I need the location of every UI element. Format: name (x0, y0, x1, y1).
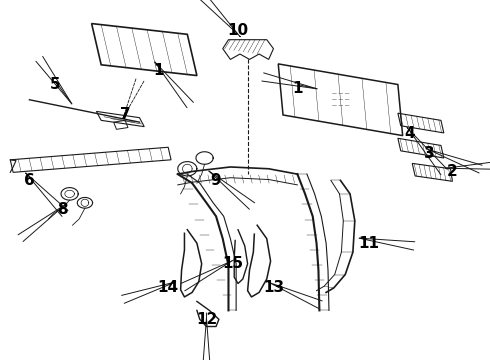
Text: 12: 12 (196, 312, 217, 327)
Text: 8: 8 (58, 202, 68, 217)
Text: 10: 10 (227, 23, 248, 38)
Text: 1: 1 (153, 63, 164, 78)
Text: 6: 6 (24, 173, 35, 188)
Text: 15: 15 (222, 256, 244, 271)
Text: 11: 11 (359, 236, 380, 251)
Text: — — —
— — —
— — —: — — — — — — — — — (332, 91, 349, 108)
Text: 7: 7 (120, 108, 130, 122)
Text: 3: 3 (424, 146, 435, 161)
Text: 4: 4 (404, 126, 415, 141)
Text: 13: 13 (263, 280, 284, 296)
Text: 2: 2 (447, 164, 458, 179)
Text: 14: 14 (158, 280, 179, 296)
Text: 9: 9 (211, 173, 221, 188)
Text: 1: 1 (292, 81, 303, 96)
Text: 5: 5 (50, 77, 61, 92)
